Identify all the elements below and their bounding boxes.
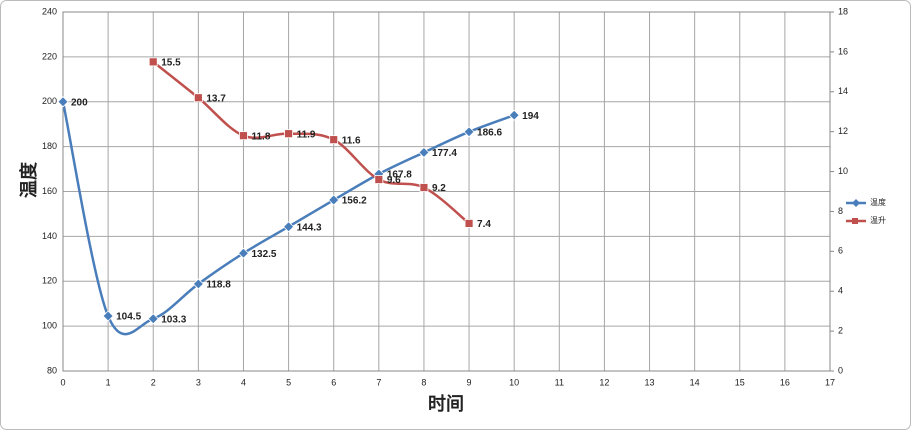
data-label: 200 — [71, 97, 88, 108]
x-tick-label: 5 — [286, 377, 291, 387]
x-axis-title: 时间 — [428, 394, 464, 415]
x-tick-label: 6 — [331, 377, 336, 387]
legend-marker — [852, 218, 858, 224]
x-tick-label: 10 — [509, 377, 519, 387]
legend-marker — [852, 199, 860, 207]
x-tick-label: 1 — [106, 377, 111, 387]
data-label: 104.5 — [116, 312, 141, 323]
marker — [283, 221, 295, 233]
y-tick-label: 100 — [42, 321, 57, 331]
y2-tick-label: 10 — [838, 166, 848, 176]
y-tick-label: 200 — [42, 96, 57, 106]
data-label: 167.8 — [387, 170, 412, 181]
data-label: 103.3 — [161, 314, 186, 325]
data-label: 9.6 — [387, 175, 401, 186]
data-label: 156.2 — [342, 196, 367, 207]
y2-tick-label: 12 — [838, 126, 848, 136]
data-label: 11.6 — [342, 135, 361, 146]
x-tick-label: 12 — [599, 377, 609, 387]
marker — [57, 96, 69, 108]
x-tick-label: 14 — [690, 377, 700, 387]
y-axis-title: 温度 — [18, 161, 40, 198]
x-tick-label: 9 — [467, 377, 472, 387]
x-tick-label: 16 — [780, 377, 790, 387]
y-tick-label: 80 — [47, 365, 57, 375]
marker — [418, 146, 430, 159]
marker — [329, 135, 339, 145]
x-tick-label: 15 — [735, 377, 745, 387]
marker — [102, 310, 114, 322]
y-tick-label: 220 — [42, 51, 57, 61]
y2-tick-label: 14 — [838, 86, 848, 96]
marker — [284, 129, 293, 139]
y-tick-label: 160 — [42, 186, 57, 196]
marker — [148, 57, 158, 67]
data-label: 9.2 — [432, 183, 446, 194]
y2-tick-label: 16 — [838, 46, 848, 56]
marker — [328, 194, 340, 206]
marker — [237, 247, 250, 259]
x-tick-label: 11 — [555, 377, 564, 387]
legend-label: 温度 — [870, 197, 886, 207]
y2-tick-label: 6 — [838, 246, 843, 256]
y-tick-label: 240 — [42, 6, 57, 16]
marker — [192, 278, 204, 290]
x-tick-label: 2 — [151, 377, 156, 387]
x-tick-label: 4 — [241, 377, 246, 387]
y2-tick-label: 2 — [838, 325, 843, 335]
x-tick-label: 17 — [825, 377, 835, 387]
marker — [464, 219, 474, 228]
y2-tick-label: 0 — [838, 365, 843, 375]
data-label: 11.9 — [297, 129, 316, 140]
y2-tick-label: 18 — [838, 6, 848, 16]
x-tick-label: 0 — [60, 377, 65, 387]
marker — [147, 313, 159, 325]
data-label: 11.8 — [251, 131, 270, 142]
y-tick-label: 140 — [42, 231, 57, 241]
y-tick-label: 120 — [42, 276, 57, 286]
data-label: 13.7 — [206, 93, 226, 104]
y2-tick-label: 4 — [838, 286, 843, 296]
data-label: 7.4 — [477, 219, 491, 230]
data-label: 132.5 — [251, 249, 276, 260]
plot-border — [62, 11, 831, 372]
x-tick-label: 7 — [376, 377, 381, 387]
marker — [419, 183, 429, 192]
data-label: 177.4 — [432, 148, 457, 159]
x-tick-label: 13 — [645, 377, 655, 387]
y2-tick-label: 8 — [838, 206, 843, 216]
x-tick-label: 8 — [421, 377, 426, 387]
marker — [239, 131, 248, 141]
data-label: 144.3 — [297, 222, 322, 233]
legend-label: 温升 — [870, 216, 886, 225]
data-label: 186.6 — [477, 127, 502, 138]
data-label: 194 — [522, 111, 539, 122]
data-label: 118.8 — [206, 280, 231, 291]
data-label: 15.5 — [161, 58, 181, 69]
marker — [193, 93, 203, 103]
marker — [463, 126, 475, 138]
x-tick-label: 3 — [196, 377, 201, 387]
marker — [508, 109, 520, 121]
marker — [374, 175, 384, 184]
y-tick-label: 180 — [42, 141, 57, 151]
